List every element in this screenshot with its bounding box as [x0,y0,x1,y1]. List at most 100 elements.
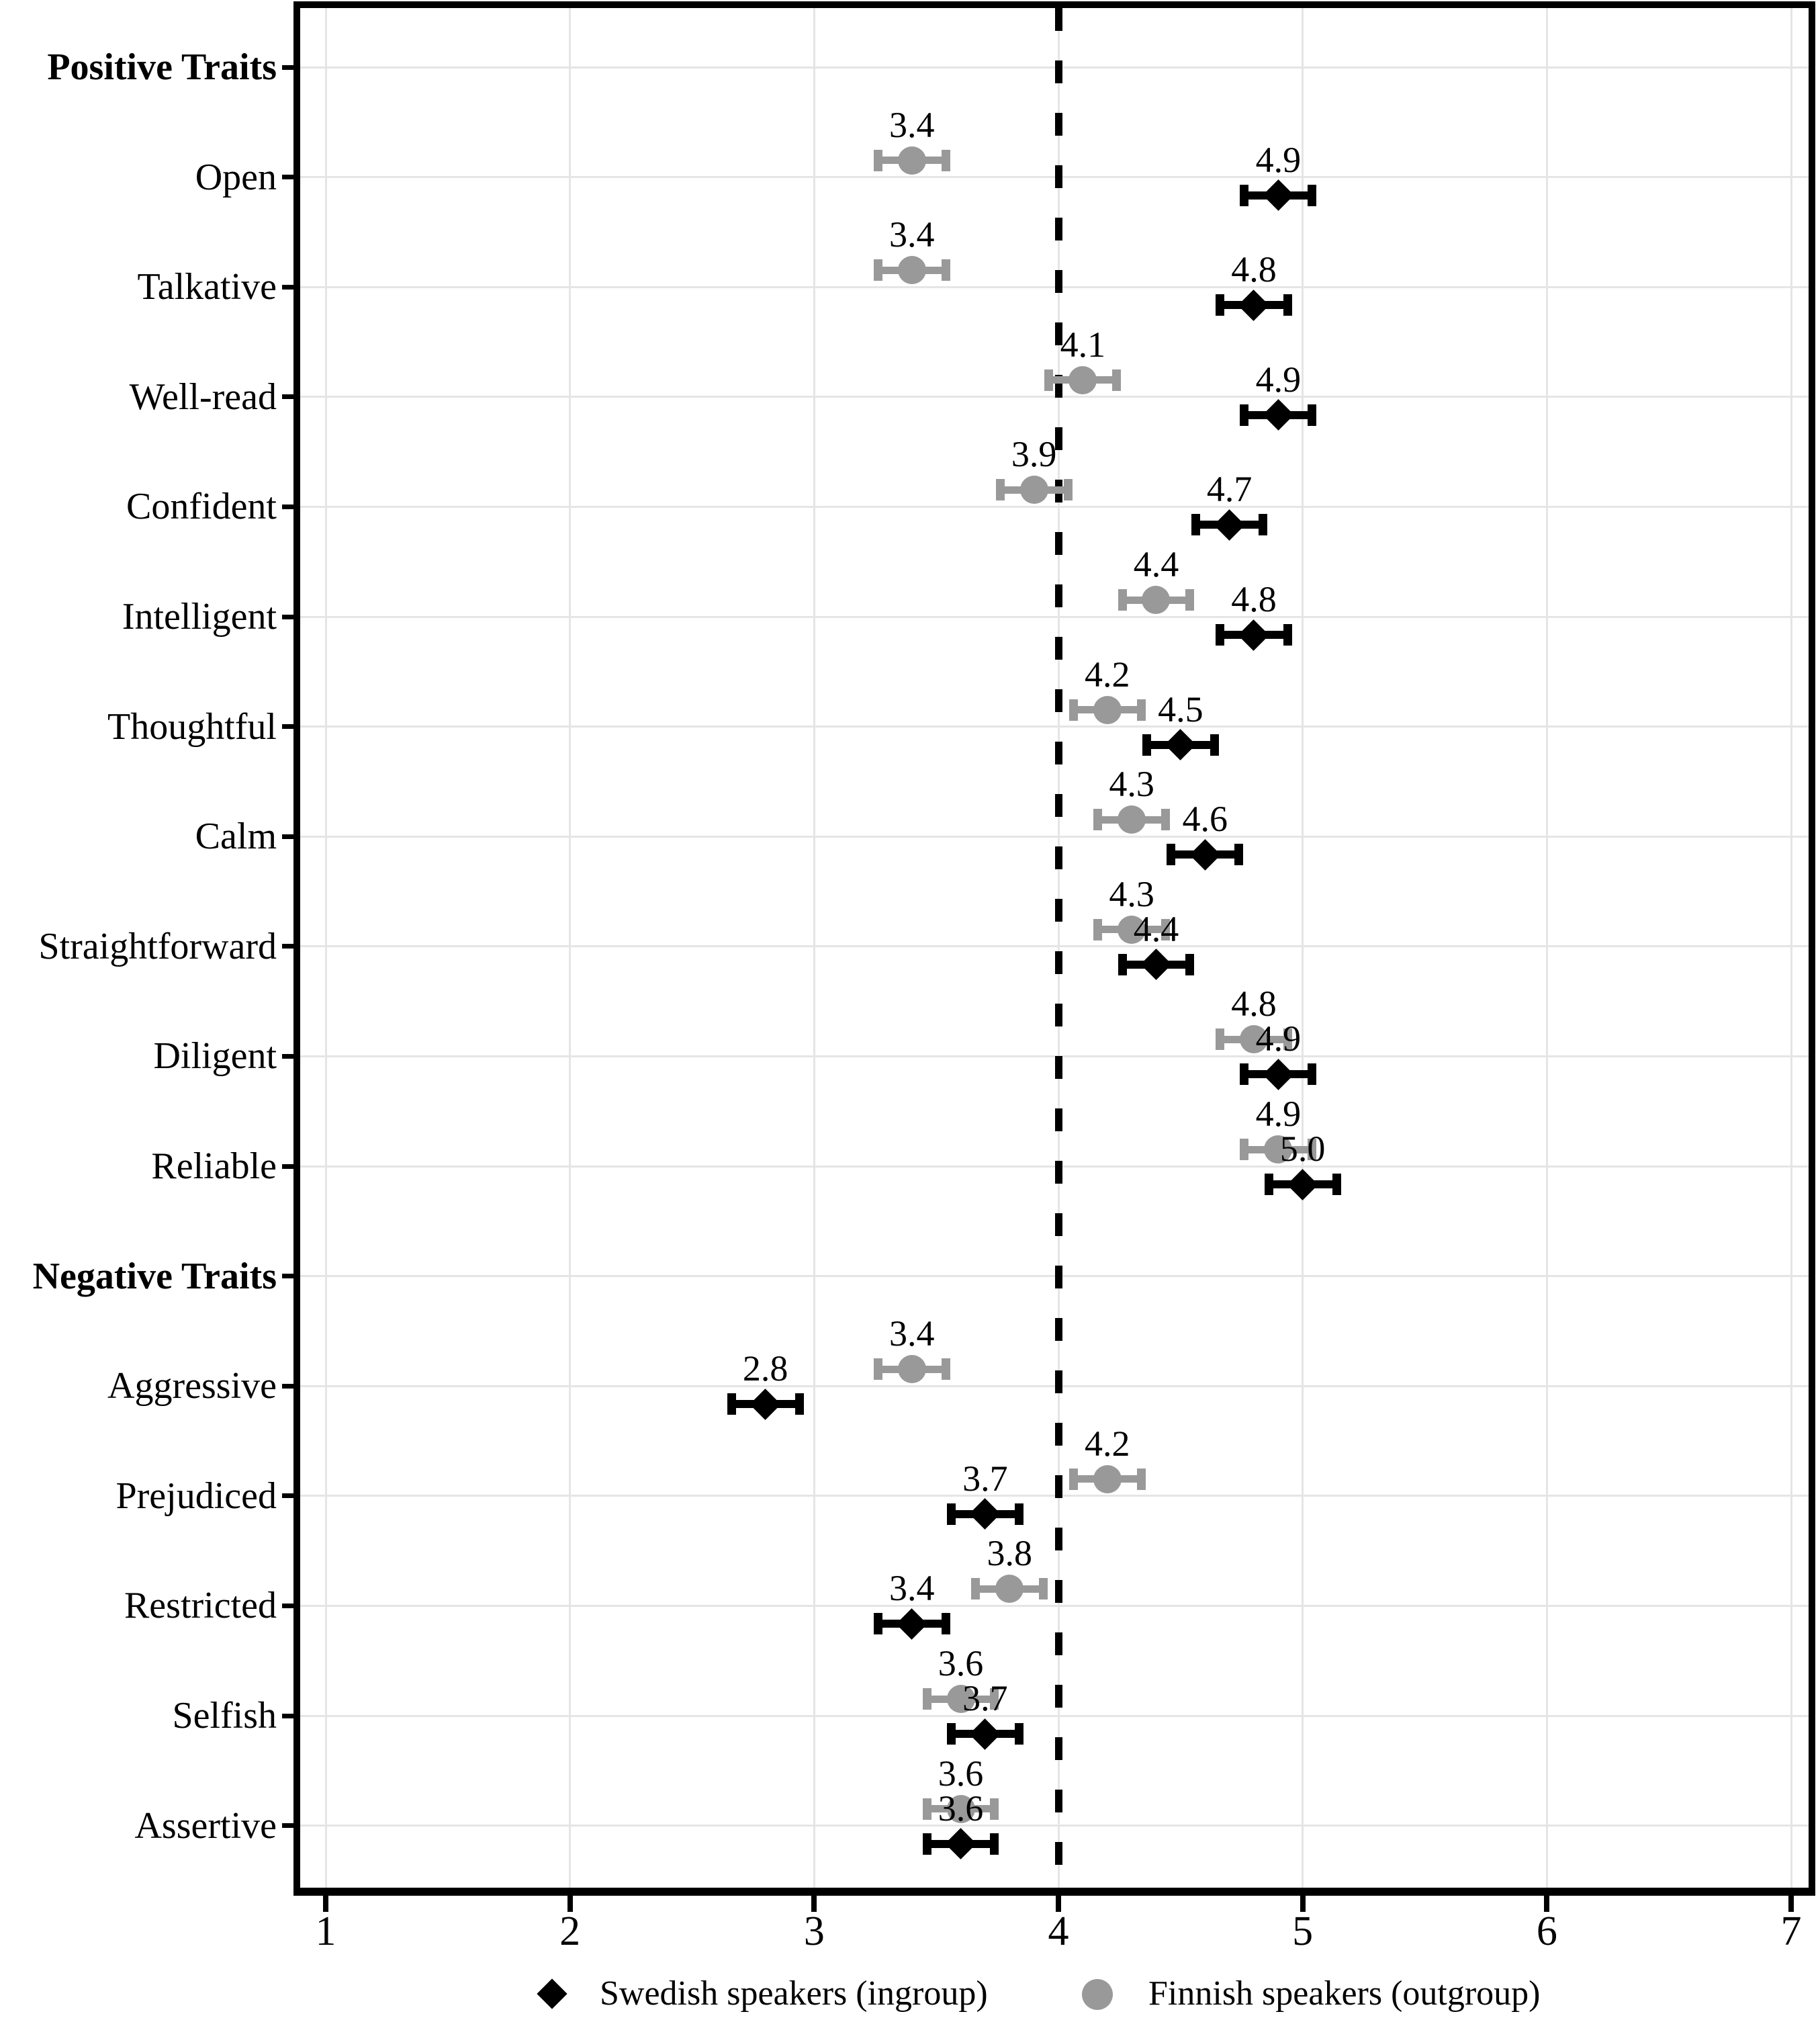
outgroup-errorbar-cap-left-assertive [922,1798,931,1820]
y-label-diligent: Diligent [153,1035,277,1078]
gridline-y-well-read [300,396,1809,398]
gridline-y-open [300,176,1809,179]
ingroup-errorbar-cap-left-intelligent [1216,624,1225,646]
ingroup-errorbar-cap-left-confident [1191,514,1200,536]
gridline-x-5 [1302,8,1304,1888]
ingroup-errorbar-cap-left-diligent [1240,1063,1249,1086]
x-tick-1 [323,1896,328,1912]
ingroup-errorbar-cap-right-assertive [990,1833,999,1855]
outgroup-errorbar-cap-left-intelligent [1118,589,1127,611]
x-label-2: 2 [559,1909,581,1954]
y-tick-prejudiced [282,1493,295,1499]
outgroup-errorbar-cap-left-aggressive [873,1358,882,1380]
outgroup-value-assertive: 3.6 [938,1753,984,1794]
ingroup-errorbar-cap-right-talkative [1283,294,1292,316]
outgroup-value-selfish: 3.6 [938,1643,984,1683]
gridline-y-assertive [300,1825,1809,1827]
gridline-y-thoughtful [300,726,1809,728]
gridline-y-prejudiced [300,1495,1809,1497]
y-tick-open [282,175,295,180]
outgroup-value-reliable: 4.9 [1255,1094,1302,1134]
y-label-talkative: Talkative [137,266,277,308]
ingroup-errorbar-cap-left-thoughtful [1142,734,1151,756]
ingroup-errorbar-cap-right-thoughtful [1210,734,1219,756]
y-label-negative-traits: Negative Traits [32,1255,277,1297]
ingroup-errorbar-cap-left-prejudiced [946,1503,956,1525]
ingroup-errorbar-cap-left-talkative [1216,294,1225,316]
outgroup-errorbar-cap-right-confident [1063,479,1073,501]
legend-swedish-label: Swedish speakers (ingroup) [600,1974,988,2013]
ingroup-errorbar-cap-left-assertive [922,1833,931,1855]
outgroup-errorbar-cap-right-selfish [990,1688,999,1710]
reference-line [1054,8,1062,1888]
outgroup-errorbar-cap-left-thoughtful [1068,699,1078,721]
outgroup-errorbar-cap-right-reliable [1308,1139,1317,1160]
ingroup-errorbar-cap-left-reliable [1264,1174,1273,1195]
outgroup-value-open: 3.4 [889,104,935,145]
x-tick-4 [1056,1896,1061,1912]
gridline-x-7 [1790,8,1792,1888]
outgroup-errorbar-cap-right-straightforward [1161,918,1171,940]
outgroup-errorbar-cap-right-restricted [1039,1578,1048,1600]
y-label-open: Open [195,156,277,198]
outgroup-errorbar-cap-right-diligent [1283,1028,1292,1051]
gridline-y-confident [300,505,1809,508]
y-tick-aggressive [282,1383,295,1389]
outgroup-marker-selfish [946,1685,975,1713]
gridline-y-aggressive [300,1385,1809,1387]
outgroup-errorbar-cap-right-aggressive [941,1358,950,1380]
y-tick-confident [282,504,295,509]
x-label-5: 5 [1292,1909,1314,1954]
outgroup-value-prejudiced: 4.2 [1084,1423,1130,1464]
y-tick-talkative [282,284,295,290]
outgroup-errorbar-cap-left-restricted [971,1578,981,1600]
y-tick-calm [282,834,295,839]
gridline-y-positive-traits [300,66,1809,69]
ingroup-value-intelligent: 4.8 [1231,579,1277,619]
gridline-y-straightforward [300,945,1809,948]
y-label-calm: Calm [195,816,277,858]
ingroup-value-diligent: 4.9 [1255,1018,1302,1059]
ingroup-errorbar-cap-right-straightforward [1185,953,1195,975]
outgroup-value-intelligent: 4.4 [1133,544,1179,584]
ingroup-errorbar-cap-right-restricted [941,1613,950,1635]
outgroup-marker-talkative [897,256,926,285]
ingroup-value-assertive: 3.6 [938,1788,984,1829]
outgroup-errorbar-cap-left-well-read [1044,369,1054,391]
outgroup-value-calm: 4.3 [1109,764,1154,805]
outgroup-marker-calm [1118,805,1146,834]
diamond-icon [537,1978,567,2009]
ingroup-value-talkative: 4.8 [1231,249,1277,290]
y-tick-assertive [282,1823,295,1829]
outgroup-errorbar-cap-right-intelligent [1185,589,1195,611]
gridline-y-reliable [300,1165,1809,1168]
y-label-well-read: Well-read [129,376,277,418]
y-label-positive-traits: Positive Traits [47,46,277,88]
y-tick-thoughtful [282,724,295,730]
ingroup-errorbar-cap-right-well-read [1308,404,1317,426]
ingroup-value-well-read: 4.9 [1255,359,1302,400]
gridline-x-2 [569,8,572,1888]
ingroup-errorbar-cap-left-aggressive [727,1393,736,1415]
outgroup-value-well-read: 4.1 [1060,324,1106,365]
outgroup-marker-intelligent [1142,586,1171,614]
ingroup-value-open: 4.9 [1255,139,1302,180]
legend-finnish-label: Finnish speakers (outgroup) [1148,1974,1541,2013]
ingroup-value-confident: 4.7 [1206,469,1253,510]
outgroup-errorbar-cap-right-well-read [1112,369,1122,391]
y-label-aggressive: Aggressive [107,1365,277,1407]
ingroup-errorbar-cap-right-aggressive [794,1393,804,1415]
ingroup-value-selfish: 3.7 [962,1678,1008,1718]
outgroup-value-straightforward: 4.3 [1109,873,1154,914]
y-label-straightforward: Straightforward [38,925,277,967]
y-label-reliable: Reliable [151,1145,277,1187]
y-tick-selfish [282,1713,295,1718]
y-tick-restricted [282,1603,295,1608]
outgroup-marker-assertive [946,1794,975,1823]
outgroup-errorbar-cap-left-reliable [1240,1139,1249,1160]
ingroup-errorbar-cap-right-reliable [1332,1174,1341,1195]
outgroup-marker-reliable [1264,1135,1293,1164]
y-tick-diligent [282,1053,295,1059]
y-tick-intelligent [282,614,295,619]
